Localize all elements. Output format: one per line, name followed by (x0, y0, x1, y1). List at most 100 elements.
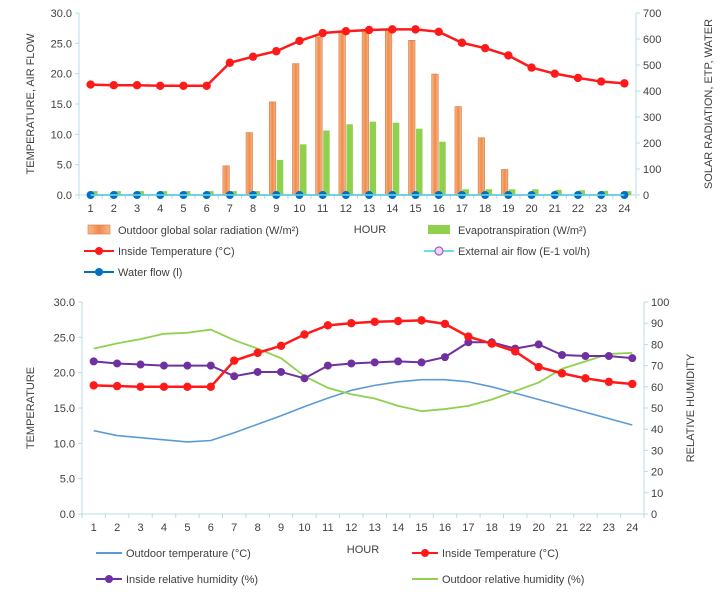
inside-humidity-point (417, 358, 426, 367)
top-inside-temperature-point (202, 81, 211, 91)
bottom-inside-temperature-point (323, 321, 333, 330)
top-x-tick-label: 18 (479, 203, 491, 215)
bottom-inside-temperature-point (604, 377, 614, 387)
top-x-tick-label: 12 (340, 203, 352, 215)
bottom-x-tick-label: 10 (298, 522, 310, 534)
top-x-tick-label: 4 (157, 203, 163, 215)
bottom-x-tick-label: 7 (231, 522, 237, 534)
legend-label: Outdoor temperature (°C) (126, 548, 251, 560)
top-left-tick-label: 0.0 (57, 190, 72, 202)
inside-humidity-point (159, 361, 168, 370)
legend-label: Inside Temperature (°C) (442, 548, 559, 560)
top-x-tick-label: 13 (363, 203, 375, 215)
top-x-tick-label: 2 (111, 203, 117, 215)
bottom-right-tick-label: 90 (651, 318, 663, 330)
inside-humidity-point (581, 352, 590, 361)
legend-swatch-marker (421, 549, 429, 557)
evapotranspiration-bar (346, 124, 353, 195)
bottom-right-tick-label: 60 (651, 382, 663, 394)
legend-label: Inside relative humidity (%) (126, 574, 258, 586)
bottom-inside-temperature-point (511, 347, 520, 356)
top-inside-temperature-point (179, 81, 188, 91)
bottom-x-tick-label: 19 (509, 522, 521, 534)
solar-radiation-bar (245, 132, 253, 196)
evapotranspiration-bar (392, 122, 400, 195)
top-x-tick-label: 7 (227, 203, 233, 215)
bottom-inside-temperature-point (487, 339, 496, 348)
evapotranspiration-bar (230, 191, 237, 195)
bottom-inside-temperature-point (534, 362, 543, 372)
inside-humidity-point (300, 374, 309, 383)
bottom-inside-temperature-point (112, 381, 122, 391)
top-x-tick-label: 22 (572, 203, 584, 215)
solar-radiation-bar (408, 39, 416, 196)
bottom-right-tick-label: 70 (651, 361, 663, 373)
bottom-x-tick-label: 17 (462, 522, 474, 534)
outdoor-temperature-line (93, 378, 633, 443)
bottom-left-tick-label: 0.0 (60, 509, 75, 521)
top-inside-temperature-point (248, 52, 258, 61)
top-right-axis-title: SOLAR RADIATION, ETP, WATER (703, 19, 715, 189)
top-inside-temperature-point (504, 51, 513, 60)
bottom-x-tick-label: 20 (533, 522, 545, 534)
legend-swatch-marker (95, 268, 103, 276)
top-x-tick-label: 9 (273, 203, 279, 215)
evapotranspiration-bar (555, 189, 562, 195)
bottom-left-axis-title: TEMPERATURE (25, 367, 37, 449)
evapotranspiration-bar (183, 191, 191, 195)
solar-radiation-bar (361, 29, 369, 196)
bottom-x-tick-label: 14 (392, 522, 404, 534)
top-x-tick-label: 23 (595, 203, 607, 215)
top-x-tick-label: 10 (293, 203, 305, 215)
solar-radiation-bar (385, 28, 393, 196)
top-inside-temperature-point (318, 28, 327, 38)
bottom-left-tick-label: 25.0 (54, 332, 75, 344)
inside-humidity-point (440, 353, 449, 362)
bottom-x-tick-label: 16 (439, 522, 451, 534)
evapotranspiration-bar (624, 191, 632, 195)
top-right-tick-label: 600 (643, 34, 661, 46)
bottom-left-tick-label: 10.0 (54, 438, 75, 450)
evapotranspiration-bar (601, 190, 609, 195)
legend-swatch-marker (105, 575, 113, 583)
evapotranspiration-bar (485, 189, 493, 195)
bottom-inside-temperature-point (393, 316, 403, 326)
evapotranspiration-bar (439, 141, 446, 195)
bottom-x-tick-label: 13 (369, 522, 381, 534)
bottom-right-tick-label: 30 (651, 445, 663, 457)
bottom-inside-temperature-point (253, 348, 262, 358)
top-x-axis-title: HOUR (354, 224, 386, 236)
solar-radiation-bar (268, 101, 277, 196)
bottom-x-tick-label: 24 (626, 522, 638, 534)
top-inside-temperature-point (225, 58, 235, 67)
top-x-tick-label: 6 (204, 203, 210, 215)
legend-label: Outdoor global solar radiation (W/m²) (118, 225, 299, 237)
legend-label: Evapotranspiration (W/m²) (458, 225, 586, 237)
top-inside-temperature-line (90, 28, 625, 88)
bottom-inside-temperature-point (440, 319, 450, 329)
bottom-x-tick-label: 21 (556, 522, 568, 534)
bottom-left-tick-label: 30.0 (54, 297, 75, 309)
bottom-inside-temperature-point (89, 381, 98, 390)
bottom-inside-temperature-point (276, 341, 286, 351)
evapotranspiration-bar (207, 191, 214, 195)
legend-label: Outdoor relative humidity (%) (442, 574, 584, 586)
top-x-tick-label: 17 (456, 203, 468, 215)
inside-humidity-point (534, 340, 543, 349)
top-inside-temperature-point (550, 69, 559, 78)
bottom-x-tick-label: 15 (415, 522, 427, 534)
top-left-tick-label: 20.0 (51, 69, 72, 81)
bottom-x-tick-label: 9 (278, 522, 284, 534)
evapotranspiration-bar (416, 128, 423, 195)
bottom-left-tick-label: 15.0 (54, 403, 75, 415)
legend-swatch-marker (95, 247, 103, 255)
bottom-inside-temperature-point (183, 382, 192, 391)
top-inside-temperature-point (364, 25, 374, 35)
bottom-x-tick-label: 22 (579, 522, 591, 534)
bottom-inside-temperature-point (557, 369, 567, 378)
inside-humidity-point (370, 358, 379, 367)
inside-humidity-point (253, 367, 262, 376)
temperature-humidity-chart: 0.0 5.0 10.0 15.0 20.0 25.0 30.0 0 10 20 30 40 50 60 7… (25, 297, 697, 586)
inside-humidity-point (347, 359, 356, 368)
